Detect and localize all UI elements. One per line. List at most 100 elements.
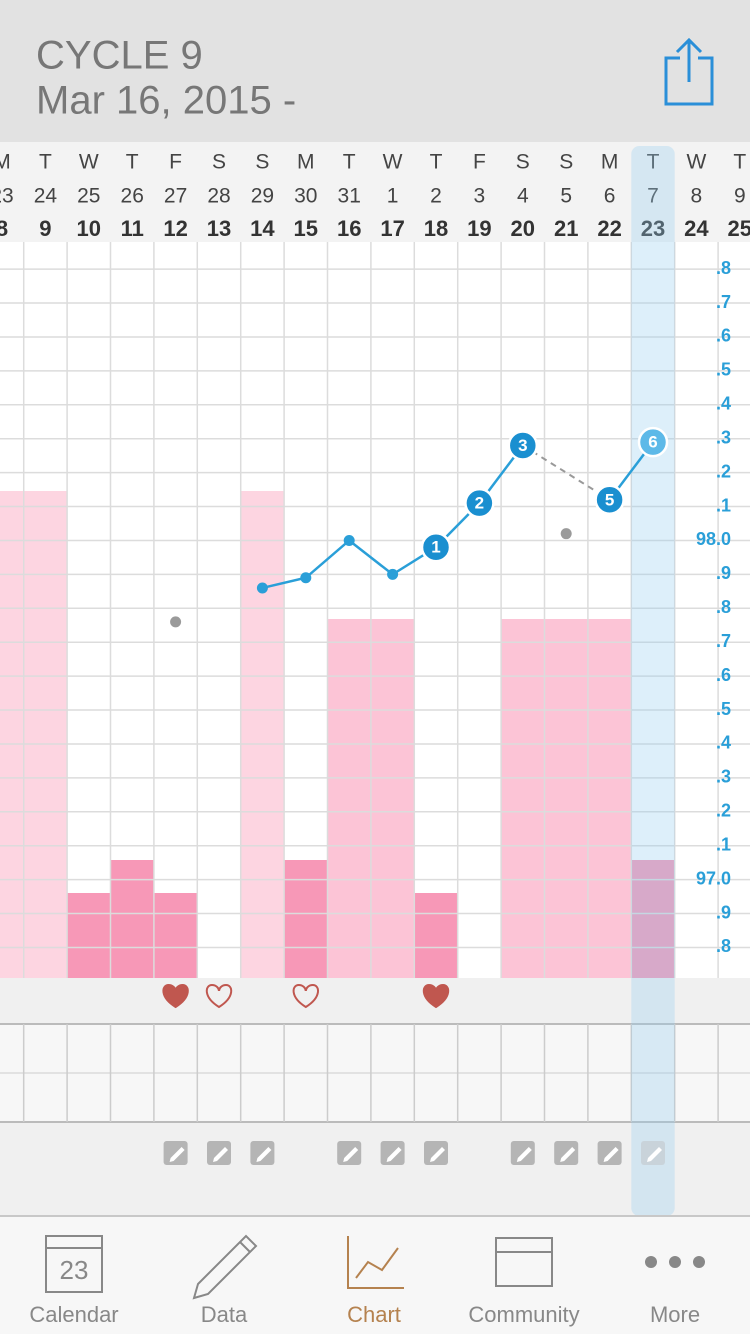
calendar-icon-day: 23 — [60, 1255, 89, 1285]
header-bg — [0, 0, 750, 142]
cycle-day: 10 — [77, 216, 101, 241]
cycle-day: 22 — [597, 216, 621, 241]
date: 23 — [0, 185, 14, 208]
y-tick-label: .8 — [716, 597, 731, 617]
weekday: S — [516, 151, 530, 174]
temp-point — [507, 430, 539, 461]
tab-chart[interactable]: Chart — [347, 1236, 404, 1327]
cycle-day: 16 — [337, 216, 361, 241]
date: 27 — [164, 185, 187, 208]
cycle-date: Mar 16, 2015 - — [36, 79, 296, 123]
weekday: F — [473, 151, 486, 174]
cycle-day: 11 — [121, 216, 144, 241]
weekday: M — [0, 151, 11, 174]
temp-point — [420, 532, 452, 563]
y-tick-label: .2 — [716, 801, 731, 821]
note-icon — [597, 1141, 622, 1165]
temp-point-label: 2 — [475, 494, 484, 513]
fluid-bar — [327, 619, 371, 978]
weekday: S — [559, 151, 573, 174]
fluid-bar — [414, 893, 458, 978]
temp-point — [637, 426, 669, 458]
weekday: W — [383, 151, 403, 174]
fluid-bar — [501, 619, 545, 978]
date: 6 — [604, 185, 616, 208]
y-tick-label: .5 — [716, 360, 731, 380]
tab-data[interactable]: Data — [192, 1234, 258, 1327]
note-icon — [554, 1141, 579, 1165]
cycle-title: CYCLE 9 — [36, 34, 203, 78]
heart-outline — [205, 983, 233, 1009]
fluid-bar — [370, 619, 415, 978]
tab-label: Chart — [347, 1302, 401, 1327]
tab-label: More — [650, 1302, 700, 1327]
chart-layer: M238T249W2510T2611F2712S2813S2914M3015T3… — [0, 146, 750, 1216]
date: 8 — [691, 185, 703, 208]
y-tick-label: .3 — [716, 767, 731, 787]
temp-point-label: 1 — [431, 538, 440, 557]
cycle-day: 18 — [424, 216, 448, 241]
tab-community[interactable]: Community — [468, 1237, 580, 1327]
pencil-icon — [192, 1234, 258, 1300]
y-tick-label: .2 — [716, 461, 731, 481]
fluid-bar — [110, 860, 154, 978]
date: 5 — [560, 185, 572, 208]
note-pencil — [647, 1147, 662, 1162]
tab-label: Community — [468, 1302, 579, 1327]
tab-bar — [0, 1216, 750, 1334]
y-tick-label: 97.0 — [696, 868, 731, 888]
cycle-day: 21 — [554, 216, 578, 241]
share-button[interactable] — [664, 37, 714, 106]
date: 29 — [251, 185, 274, 208]
date: 7 — [647, 185, 659, 208]
weekday: T — [343, 151, 356, 174]
cycle-day: 13 — [207, 216, 231, 241]
note-icon — [207, 1141, 231, 1165]
note-icon — [337, 1141, 362, 1165]
date: 25 — [77, 185, 100, 208]
fluid-bar — [587, 619, 632, 978]
more-dot — [669, 1256, 681, 1268]
note-icon — [163, 1141, 188, 1165]
note-pencil — [603, 1147, 619, 1162]
date: 1 — [387, 185, 399, 208]
heart-filled — [162, 983, 189, 1009]
notes-row — [0, 1123, 750, 1216]
tab-calendar[interactable]: 23 Calendar — [29, 1235, 119, 1327]
y-tick-label: .1 — [716, 495, 731, 515]
weekday: S — [212, 151, 226, 174]
cycle-day: 19 — [467, 216, 491, 241]
temp-point-label: 6 — [648, 433, 657, 452]
temp-point — [343, 534, 355, 546]
tab-more[interactable]: More — [645, 1256, 705, 1327]
chart-icon-axes — [347, 1236, 404, 1289]
temp-point — [256, 582, 268, 594]
date: 28 — [207, 185, 230, 208]
note-icon — [380, 1141, 405, 1165]
fluid-bar — [0, 491, 24, 978]
note-pencil — [516, 1147, 532, 1162]
note-pencil — [213, 1147, 228, 1162]
temp-point — [300, 572, 312, 584]
y-tick-label: .4 — [716, 394, 731, 414]
note-icon — [510, 1141, 535, 1165]
more-dot — [645, 1256, 657, 1268]
note-pencil — [386, 1147, 402, 1162]
day-header-bg — [0, 142, 750, 242]
tab-label: Calendar — [29, 1302, 118, 1327]
y-tick-label: .4 — [716, 733, 731, 753]
fluid-bar — [240, 491, 285, 978]
date: 9 — [734, 185, 746, 208]
date: 4 — [517, 185, 529, 208]
note-icon — [250, 1141, 275, 1165]
intercourse-row — [0, 978, 750, 1024]
cycle-day: 23 — [641, 216, 665, 241]
note-pencil — [430, 1147, 445, 1162]
cycle-day: 20 — [511, 216, 535, 241]
fluid-bar — [544, 619, 588, 978]
y-tick-label: .1 — [716, 834, 731, 854]
temp-point — [170, 616, 182, 628]
date: 31 — [338, 185, 361, 208]
temp-point — [560, 528, 572, 540]
